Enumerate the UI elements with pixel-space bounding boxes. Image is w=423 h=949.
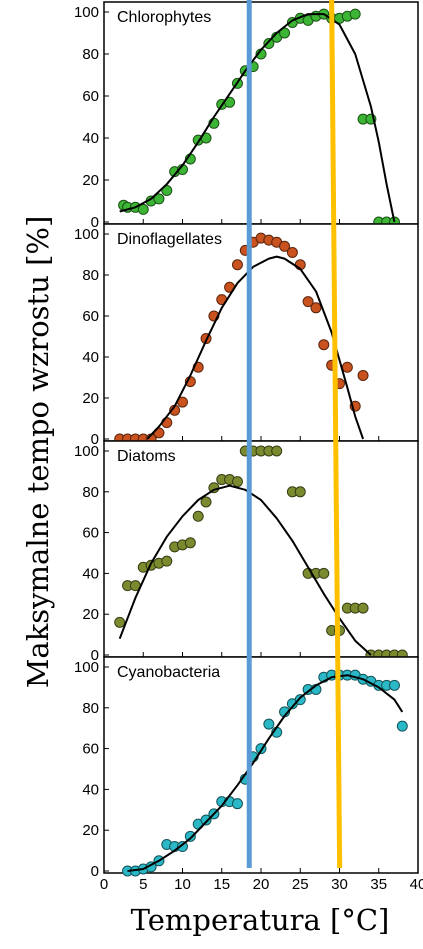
y-tick-label: 20 xyxy=(82,390,99,407)
panel-cyanobacteria: 0 20 40 60 80 100 0 5 10 15 20 25 30 35 40 Cyanobacteri… xyxy=(74,656,423,893)
fit-curve xyxy=(118,484,372,656)
data-point xyxy=(200,814,212,826)
x-axis-label: Temperatura [°C] xyxy=(131,903,390,937)
y-tick-label: 80 xyxy=(82,700,99,717)
y-tick-label: 80 xyxy=(82,46,99,63)
x-tick-label: 40 xyxy=(410,876,423,893)
data-point xyxy=(231,476,243,488)
x-tick-label: 15 xyxy=(213,876,230,893)
data-point xyxy=(318,339,330,351)
x-tick-label: 35 xyxy=(370,876,387,893)
panel-frame xyxy=(103,440,419,658)
y-tick-label: 80 xyxy=(82,267,99,284)
data-point xyxy=(279,27,291,39)
reference-line xyxy=(329,0,343,869)
data-point xyxy=(341,361,353,373)
data-point xyxy=(357,369,369,381)
data-point xyxy=(184,830,196,842)
y-tick-label: 20 xyxy=(82,822,99,839)
data-point xyxy=(279,240,291,252)
y-tick-label: 0 xyxy=(91,863,99,880)
data-point xyxy=(286,246,298,258)
y-tick-label: 100 xyxy=(74,4,99,21)
x-tick-label: 0 xyxy=(100,876,108,893)
x-tick-label: 10 xyxy=(174,876,191,893)
y-tick-label: 60 xyxy=(82,308,99,325)
data-point xyxy=(231,259,243,271)
data-point xyxy=(161,555,173,567)
y-tick-label: 100 xyxy=(74,443,99,460)
data-point xyxy=(318,567,330,579)
x-tick-label: 5 xyxy=(139,876,147,893)
y-tick-label: 100 xyxy=(74,659,99,676)
y-tick-label: 60 xyxy=(82,741,99,758)
y-tick-label: 40 xyxy=(82,565,99,582)
y-tick-label: 0 xyxy=(91,214,99,231)
data-point xyxy=(137,203,149,215)
y-tick-label: 20 xyxy=(82,172,99,189)
panel-chlorophytes: 0 20 40 60 80 100 Chlorophytes xyxy=(74,1,419,231)
data-point xyxy=(294,694,306,706)
data-point xyxy=(200,496,212,508)
y-tick-label: 40 xyxy=(82,130,99,147)
y-tick-label: 0 xyxy=(91,431,99,448)
panel-title: Chlorophytes xyxy=(117,9,211,26)
panel-frame xyxy=(103,223,419,442)
data-point xyxy=(349,8,361,20)
panel-dinoflagellates: 0 20 40 60 80 100 Dinoflagellates xyxy=(74,223,419,448)
x-tick-label: 25 xyxy=(292,876,309,893)
data-point xyxy=(263,38,275,49)
data-point xyxy=(177,841,188,853)
data-point xyxy=(263,718,275,730)
data-point xyxy=(310,302,322,314)
data-point xyxy=(388,679,400,691)
x-tick-label: 20 xyxy=(253,876,270,893)
y-tick-label: 40 xyxy=(82,781,99,798)
data-point xyxy=(271,445,283,457)
panel-title: Dinoflagellates xyxy=(117,231,222,248)
data-point xyxy=(357,602,369,614)
x-tick-label: 30 xyxy=(331,876,348,893)
panel-title: Diatoms xyxy=(117,448,176,465)
y-tick-label: 0 xyxy=(91,647,99,664)
y-axis-label: Maksymalne tempo wzrostu [%] xyxy=(21,216,55,689)
y-tick-label: 60 xyxy=(82,525,99,542)
panel-diatoms: 0 20 40 60 80 100 Diatoms xyxy=(74,440,419,664)
panel-frame xyxy=(103,656,419,874)
data-point xyxy=(184,537,196,549)
y-tick-label: 60 xyxy=(82,88,99,105)
y-tick-label: 40 xyxy=(82,349,99,366)
y-tick-label: 20 xyxy=(82,606,99,623)
data-point xyxy=(294,486,306,498)
data-point xyxy=(114,616,126,628)
data-point xyxy=(302,296,314,308)
fit-curve xyxy=(127,674,404,872)
data-point xyxy=(153,193,165,205)
panel-frame xyxy=(103,1,419,225)
fit-curve xyxy=(119,13,396,223)
data-point xyxy=(231,798,243,810)
panel-title: Cyanobacteria xyxy=(117,664,220,681)
data-point xyxy=(396,720,408,732)
y-tick-label: 100 xyxy=(74,226,99,243)
y-tick-label: 80 xyxy=(82,484,99,501)
data-point xyxy=(192,510,204,522)
